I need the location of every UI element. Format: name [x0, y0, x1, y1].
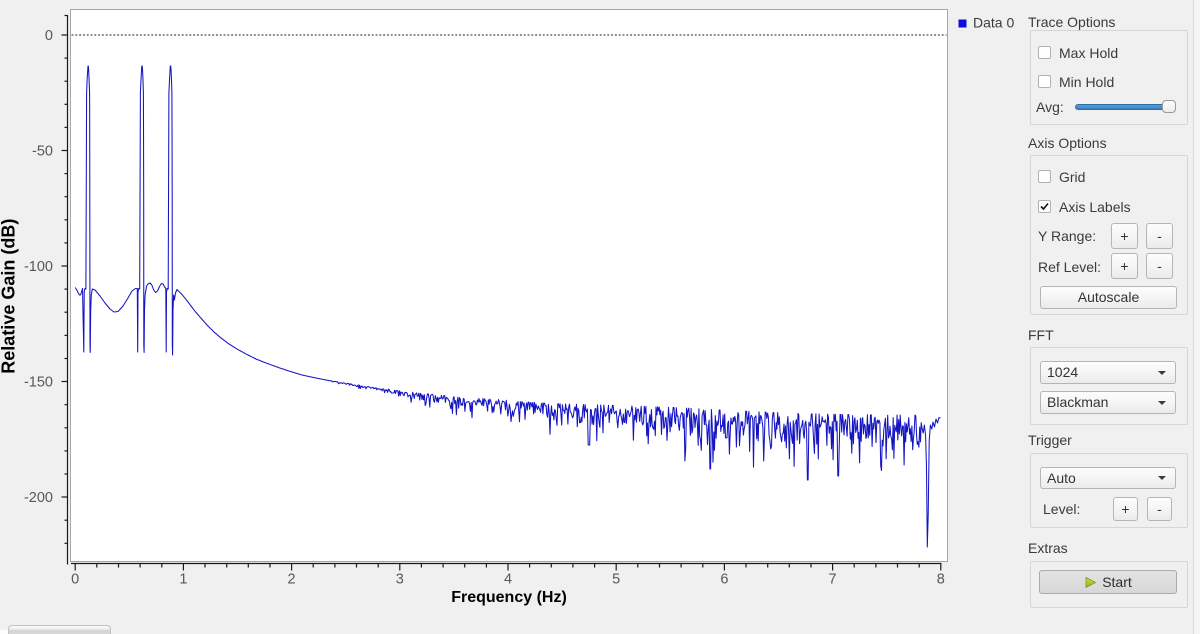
svg-text:-100: -100: [24, 259, 53, 275]
svg-text:-50: -50: [32, 144, 53, 160]
svg-text:8: 8: [937, 572, 945, 588]
svg-text:1: 1: [179, 572, 187, 588]
svg-text:6: 6: [720, 572, 728, 588]
svg-text:Data 0: Data 0: [973, 15, 1014, 31]
svg-text:Relative Gain (dB): Relative Gain (dB): [0, 219, 19, 374]
svg-text:Frequency (Hz): Frequency (Hz): [451, 589, 567, 606]
svg-text:7: 7: [829, 572, 837, 588]
svg-text:4: 4: [504, 572, 512, 588]
svg-text:3: 3: [396, 572, 404, 588]
svg-text:0: 0: [45, 28, 53, 44]
svg-text:5: 5: [612, 572, 620, 588]
svg-text:2: 2: [288, 572, 296, 588]
svg-text:0: 0: [71, 572, 79, 588]
svg-text:-150: -150: [24, 375, 53, 391]
svg-text:-200: -200: [24, 490, 53, 506]
